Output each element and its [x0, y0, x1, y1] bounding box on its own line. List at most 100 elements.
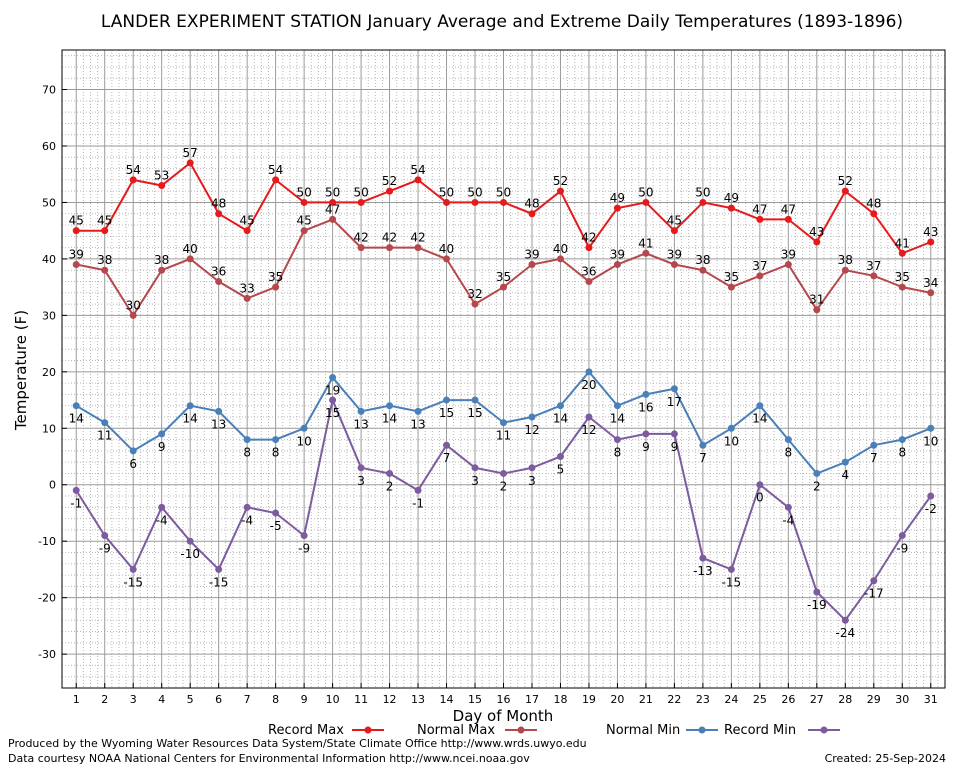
data-point-normal-max [414, 244, 422, 252]
data-point-record-min [500, 469, 507, 477]
data-label-normal-min: 11 [496, 429, 511, 443]
data-point-normal-max [471, 300, 479, 308]
data-point-normal-min [642, 390, 650, 398]
data-point-normal-max [784, 261, 792, 269]
data-label-normal-max: 39 [781, 248, 796, 262]
x-tick-label: 15 [468, 693, 482, 706]
data-point-normal-min [129, 447, 137, 455]
data-label-normal-min: 8 [243, 446, 251, 460]
x-tick-label: 24 [724, 693, 738, 706]
data-point-record-min [642, 430, 650, 438]
data-point-record-min [841, 616, 849, 624]
data-label-record-max: 52 [382, 174, 397, 188]
data-label-record-max: 47 [752, 202, 767, 216]
data-point-normal-max [186, 255, 194, 263]
data-label-normal-min: 8 [785, 446, 793, 460]
data-point-record-min [613, 436, 621, 444]
data-label-record-min: 3 [471, 474, 479, 488]
data-point-normal-min [670, 385, 678, 393]
data-point-record-max [357, 198, 365, 206]
data-label-normal-max: 36 [581, 264, 596, 278]
data-label-record-max: 45 [97, 214, 112, 228]
legend-label-record-min: Record Min [724, 723, 796, 738]
data-label-normal-min: 20 [581, 378, 596, 392]
data-label-normal-max: 37 [752, 259, 767, 273]
data-point-normal-max [72, 261, 80, 269]
data-point-normal-min [357, 407, 365, 415]
data-point-normal-max [556, 255, 564, 263]
data-label-normal-min: 13 [410, 417, 425, 431]
data-point-normal-min [556, 402, 564, 410]
data-point-normal-min [500, 419, 507, 427]
x-tick-label: 5 [187, 693, 194, 706]
data-point-record-min [243, 503, 251, 511]
data-label-record-min: -4 [782, 513, 794, 527]
data-label-record-max: 43 [809, 225, 824, 239]
data-label-record-max: 57 [183, 146, 198, 160]
data-label-normal-min: 16 [638, 400, 653, 414]
data-label-record-min: 3 [528, 474, 536, 488]
x-tick-label: 23 [696, 693, 710, 706]
y-tick-label: -30 [38, 648, 56, 661]
data-label-normal-min: 10 [296, 434, 311, 448]
data-point-normal-min [158, 430, 166, 438]
data-point-normal-min [186, 402, 194, 410]
data-point-record-min [813, 588, 821, 596]
data-label-record-min: 2 [386, 479, 394, 493]
y-tick-label: 20 [42, 366, 56, 379]
data-label-normal-max: 40 [553, 242, 568, 256]
data-label-record-min: -13 [693, 564, 713, 578]
data-label-normal-max: 38 [838, 253, 853, 267]
data-label-record-min: 9 [642, 440, 650, 454]
data-point-record-min [215, 565, 223, 573]
data-label-record-min: 5 [557, 463, 565, 477]
x-tick-label: 3 [130, 693, 137, 706]
data-point-normal-max [613, 261, 621, 269]
x-tick-label: 27 [810, 693, 824, 706]
data-label-normal-max: 39 [667, 248, 682, 262]
data-label-normal-max: 42 [382, 231, 397, 245]
data-label-normal-min: 8 [898, 446, 906, 460]
data-label-record-max: 54 [410, 163, 425, 177]
data-point-normal-min [215, 407, 223, 415]
data-point-normal-max [528, 261, 536, 269]
data-label-normal-min: 14 [752, 412, 767, 426]
x-tick-label: 26 [781, 693, 795, 706]
data-label-normal-min: 6 [129, 457, 137, 471]
data-label-record-max: 48 [866, 197, 881, 211]
data-point-record-min [756, 481, 764, 489]
data-point-record-max [215, 210, 223, 218]
data-point-normal-min [471, 396, 479, 404]
data-point-record-min [927, 492, 935, 500]
data-point-normal-min [841, 458, 849, 466]
data-label-record-min: -1 [70, 496, 82, 510]
data-label-record-min: -4 [241, 513, 253, 527]
data-point-record-min [357, 464, 365, 472]
plot-frame [61, 49, 946, 689]
y-tick-label: 70 [42, 84, 56, 97]
data-point-record-min [443, 441, 451, 449]
data-point-normal-min [329, 373, 337, 381]
data-label-record-max: 50 [325, 185, 340, 199]
x-tick-label: 10 [326, 693, 340, 706]
data-label-normal-min: 14 [382, 412, 397, 426]
data-label-normal-min: 11 [97, 429, 112, 443]
data-label-normal-max: 38 [97, 253, 112, 267]
data-point-normal-min [300, 424, 308, 432]
data-point-record-max [556, 187, 564, 195]
data-label-record-max: 49 [724, 191, 739, 205]
data-label-record-max: 50 [496, 185, 511, 199]
data-label-normal-max: 42 [410, 231, 425, 245]
data-point-record-max [129, 176, 137, 184]
credit-line-2: Data courtesy NOAA National Centers for … [8, 752, 530, 765]
x-tick-label: 31 [924, 693, 938, 706]
y-tick-label: -10 [38, 535, 56, 548]
x-tick-label: 30 [895, 693, 909, 706]
data-label-record-min: 2 [500, 479, 508, 493]
data-label-normal-min: 14 [183, 412, 198, 426]
x-tick-label: 9 [301, 693, 308, 706]
data-point-record-min [386, 469, 394, 477]
data-label-record-max: 45 [240, 214, 255, 228]
data-point-normal-max [443, 255, 451, 263]
data-point-normal-min [101, 419, 109, 427]
